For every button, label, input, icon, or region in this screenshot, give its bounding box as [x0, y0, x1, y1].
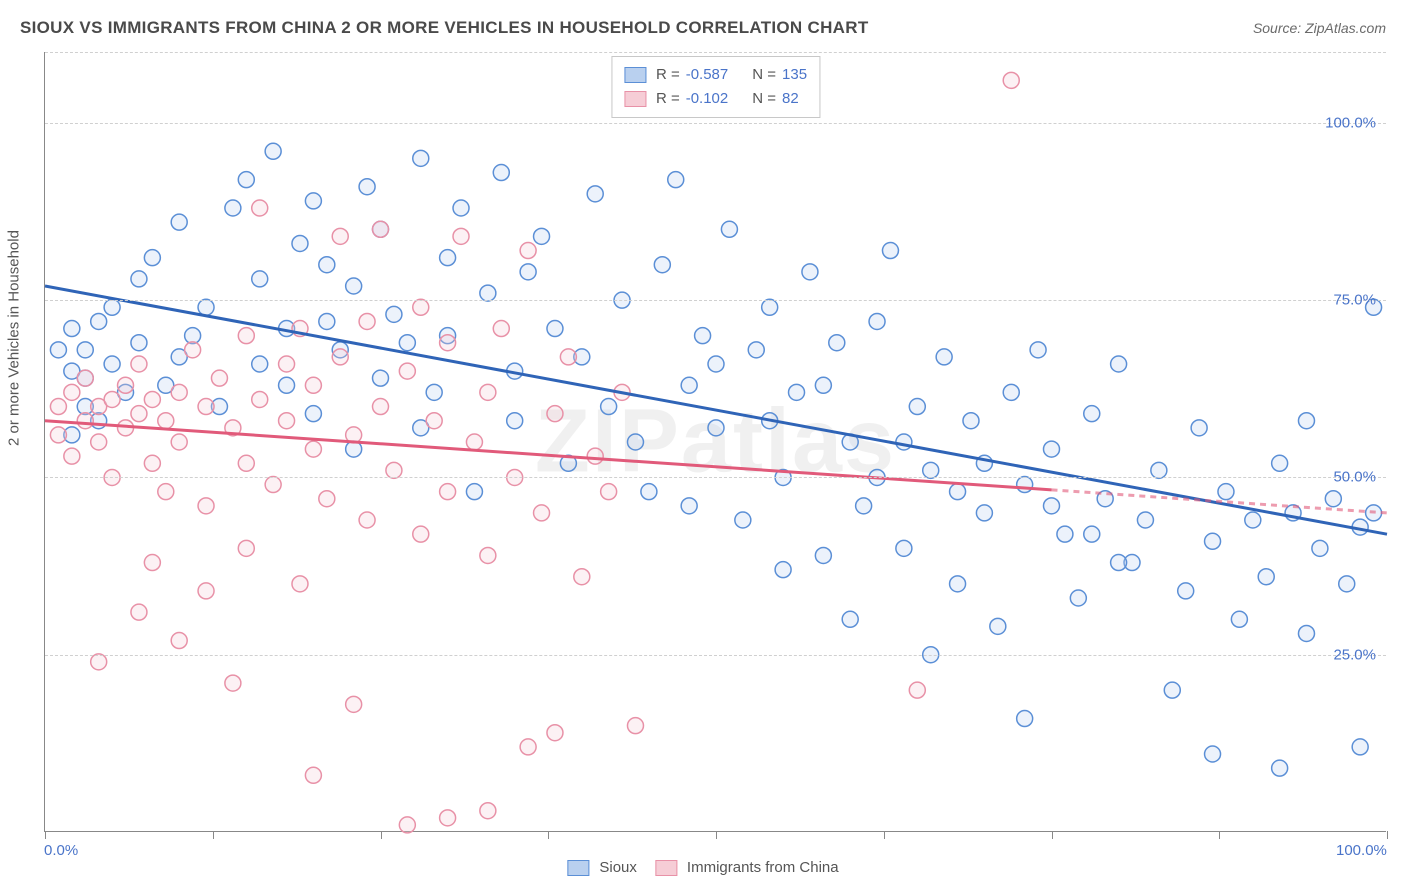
x-tick-label: 0.0%: [44, 842, 78, 859]
swatch-sioux: [567, 860, 589, 876]
chart-title: SIOUX VS IMMIGRANTS FROM CHINA 2 OR MORE…: [20, 18, 869, 38]
n-value: 135: [782, 63, 807, 87]
source-name: ZipAtlas.com: [1305, 20, 1386, 36]
r-value: -0.102: [686, 87, 729, 111]
legend-label: Sioux: [599, 859, 637, 876]
legend-stats-row: R = -0.102 N = 82: [624, 87, 807, 111]
n-label: N =: [752, 87, 776, 111]
y-tick-label: 25.0%: [1333, 646, 1376, 663]
x-tick-label: 100.0%: [1336, 842, 1387, 859]
header-row: SIOUX VS IMMIGRANTS FROM CHINA 2 OR MORE…: [20, 18, 1386, 38]
legend-stats: R = -0.587 N = 135 R = -0.102 N = 82: [611, 56, 820, 118]
y-axis-label: 2 or more Vehicles in Household: [6, 230, 23, 446]
source-attribution: Source: ZipAtlas.com: [1253, 20, 1386, 36]
n-label: N =: [752, 63, 776, 87]
y-tick-label: 100.0%: [1325, 114, 1376, 131]
r-value: -0.587: [686, 63, 729, 87]
y-tick-label: 50.0%: [1333, 469, 1376, 486]
n-value: 82: [782, 87, 799, 111]
swatch-china: [624, 91, 646, 107]
r-label: R =: [656, 87, 680, 111]
r-label: R =: [656, 63, 680, 87]
legend-item-sioux: Sioux: [567, 859, 637, 876]
legend-stats-row: R = -0.587 N = 135: [624, 63, 807, 87]
legend-item-china: Immigrants from China: [655, 859, 839, 876]
plot-area: ZIPatlas R = -0.587 N = 135 R = -0.102 N…: [44, 52, 1386, 832]
legend-series: Sioux Immigrants from China: [567, 859, 838, 876]
swatch-sioux: [624, 67, 646, 83]
swatch-china: [655, 860, 677, 876]
scatter-svg: [45, 52, 1386, 831]
source-label: Source:: [1253, 20, 1305, 36]
legend-label: Immigrants from China: [687, 859, 839, 876]
y-tick-label: 75.0%: [1333, 292, 1376, 309]
